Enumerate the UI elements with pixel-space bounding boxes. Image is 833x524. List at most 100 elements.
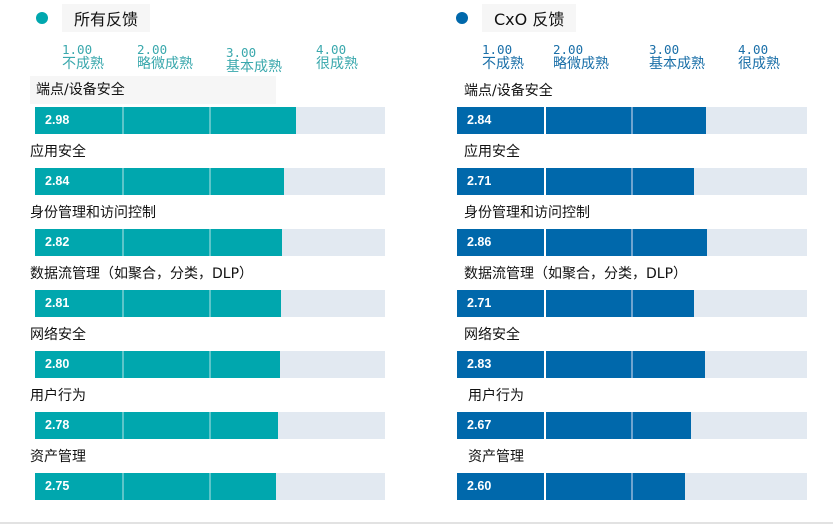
scale-tick-label: 略微成熟 (137, 56, 193, 72)
bar-gridline (121, 412, 124, 439)
scale-tick-value: 3.00 (226, 45, 257, 60)
bar-gridline (209, 229, 211, 256)
category-label: 数据流管理（如聚合，分类，DLP） (464, 266, 688, 282)
bar-value-label: 2.67 (467, 418, 492, 432)
bar-gridline (121, 351, 124, 378)
bar-track: 2.78 (35, 412, 385, 439)
bar-gridline (209, 412, 211, 439)
category-label: 应用安全 (30, 144, 86, 160)
bar-gridline (631, 290, 633, 317)
bar-gridline (209, 107, 211, 134)
category-label: 用户行为 (30, 388, 86, 404)
scale-tick-value: 1.00 (482, 42, 513, 57)
bar (457, 290, 695, 317)
bar-value-label: 2.82 (45, 235, 70, 249)
bar-value-label: 2.81 (45, 296, 70, 310)
bar (457, 412, 691, 439)
scale-tick-value: 4.00 (738, 42, 769, 57)
bar (35, 473, 276, 500)
bar-gridline (209, 290, 211, 317)
scale-tick-value: 2.00 (553, 42, 584, 57)
bar-gridline (543, 351, 546, 378)
scale-tick-label: 略微成熟 (553, 56, 609, 72)
bar (457, 107, 706, 134)
bar-gridline (543, 107, 546, 134)
bar-value-label: 2.84 (467, 113, 492, 127)
category-label: 身份管理和访问控制 (464, 205, 590, 221)
chart-all-feedback: 所有反馈 1.00 不成熟 2.00 略微成熟 3.00 基本成熟 4.00 很成熟端点/设备… (0, 0, 400, 520)
category-label: 应用安全 (464, 144, 520, 160)
bar-gridline (543, 290, 546, 317)
bar-gridline (631, 412, 633, 439)
chart-cxo-feedback: CxO 反馈 1.00 不成熟 2.00 略微成熟 3.00 基本成熟 4.00 很成熟端点/… (420, 0, 820, 520)
bar-value-label: 2.80 (45, 357, 70, 371)
scale-tick-value: 4.00 (316, 42, 347, 57)
bar-value-label: 2.78 (45, 418, 70, 432)
bar-gridline (209, 168, 211, 195)
scale-tick-label: 很成熟 (316, 56, 358, 72)
category-label: 数据流管理（如聚合，分类，DLP） (30, 266, 254, 282)
bar-gridline (543, 473, 546, 500)
category-label: 网络安全 (464, 327, 520, 343)
category-label: 用户行为 (468, 388, 524, 404)
scale-tick-value: 1.00 (62, 42, 93, 57)
scale-tick: 4.00 很成熟 (738, 42, 780, 72)
bar (457, 168, 695, 195)
bar (457, 473, 685, 500)
bottom-divider (0, 522, 833, 524)
bar (35, 412, 279, 439)
bar-value-label: 2.84 (45, 174, 70, 188)
bar-value-label: 2.86 (467, 235, 492, 249)
bar-track: 2.60 (457, 473, 807, 500)
bar-track: 2.80 (35, 351, 385, 378)
scale-tick-label: 不成熟 (482, 56, 524, 72)
bar-gridline (631, 107, 633, 134)
bar-track: 2.71 (457, 290, 807, 317)
legend: CxO 反馈 (456, 4, 577, 32)
bar (35, 290, 281, 317)
bar-track: 2.84 (457, 107, 807, 134)
scale-tick-label: 基本成熟 (226, 59, 282, 75)
bar-value-label: 2.60 (467, 479, 492, 493)
chart-title: CxO 反馈 (482, 4, 577, 32)
bar-gridline (543, 229, 546, 256)
scale-tick: 2.00 略微成熟 (137, 42, 193, 72)
bar-value-label: 2.71 (467, 296, 492, 310)
scale-tick-value: 3.00 (649, 42, 680, 57)
bar-gridline (209, 473, 211, 500)
scale-tick: 3.00 基本成熟 (226, 45, 282, 75)
bar-value-label: 2.98 (45, 113, 70, 127)
category-label: 资产管理 (30, 449, 86, 465)
bar (35, 351, 280, 378)
legend-dot-icon (36, 12, 48, 24)
scale-tick: 2.00 略微成熟 (553, 42, 609, 72)
category-label: 资产管理 (468, 449, 524, 465)
bar (457, 229, 708, 256)
bar (35, 229, 282, 256)
bar-value-label: 2.83 (467, 357, 492, 371)
bar-track: 2.82 (35, 229, 385, 256)
category-label: 端点/设备安全 (30, 76, 276, 104)
bar-value-label: 2.71 (467, 174, 492, 188)
bar-gridline (631, 168, 633, 195)
bar-gridline (121, 168, 124, 195)
bar-track: 2.83 (457, 351, 807, 378)
category-label: 端点/设备安全 (464, 83, 553, 99)
scale-tick-label: 很成熟 (738, 56, 780, 72)
scale-tick: 1.00 不成熟 (482, 42, 524, 72)
bar-gridline (121, 290, 124, 317)
category-label: 网络安全 (30, 327, 86, 343)
scale-tick: 1.00 不成熟 (62, 42, 104, 72)
legend: 所有反馈 (36, 4, 151, 32)
bar-track: 2.86 (457, 229, 807, 256)
bar (457, 351, 705, 378)
scale-tick-label: 不成熟 (62, 56, 104, 72)
bar-gridline (631, 229, 633, 256)
legend-dot-icon (456, 12, 468, 24)
bar-track: 2.81 (35, 290, 385, 317)
bar-gridline (121, 107, 124, 134)
bar (35, 168, 284, 195)
scale-tick-label: 基本成熟 (649, 56, 705, 72)
scale-tick: 3.00 基本成熟 (649, 42, 705, 72)
bar-track: 2.75 (35, 473, 385, 500)
